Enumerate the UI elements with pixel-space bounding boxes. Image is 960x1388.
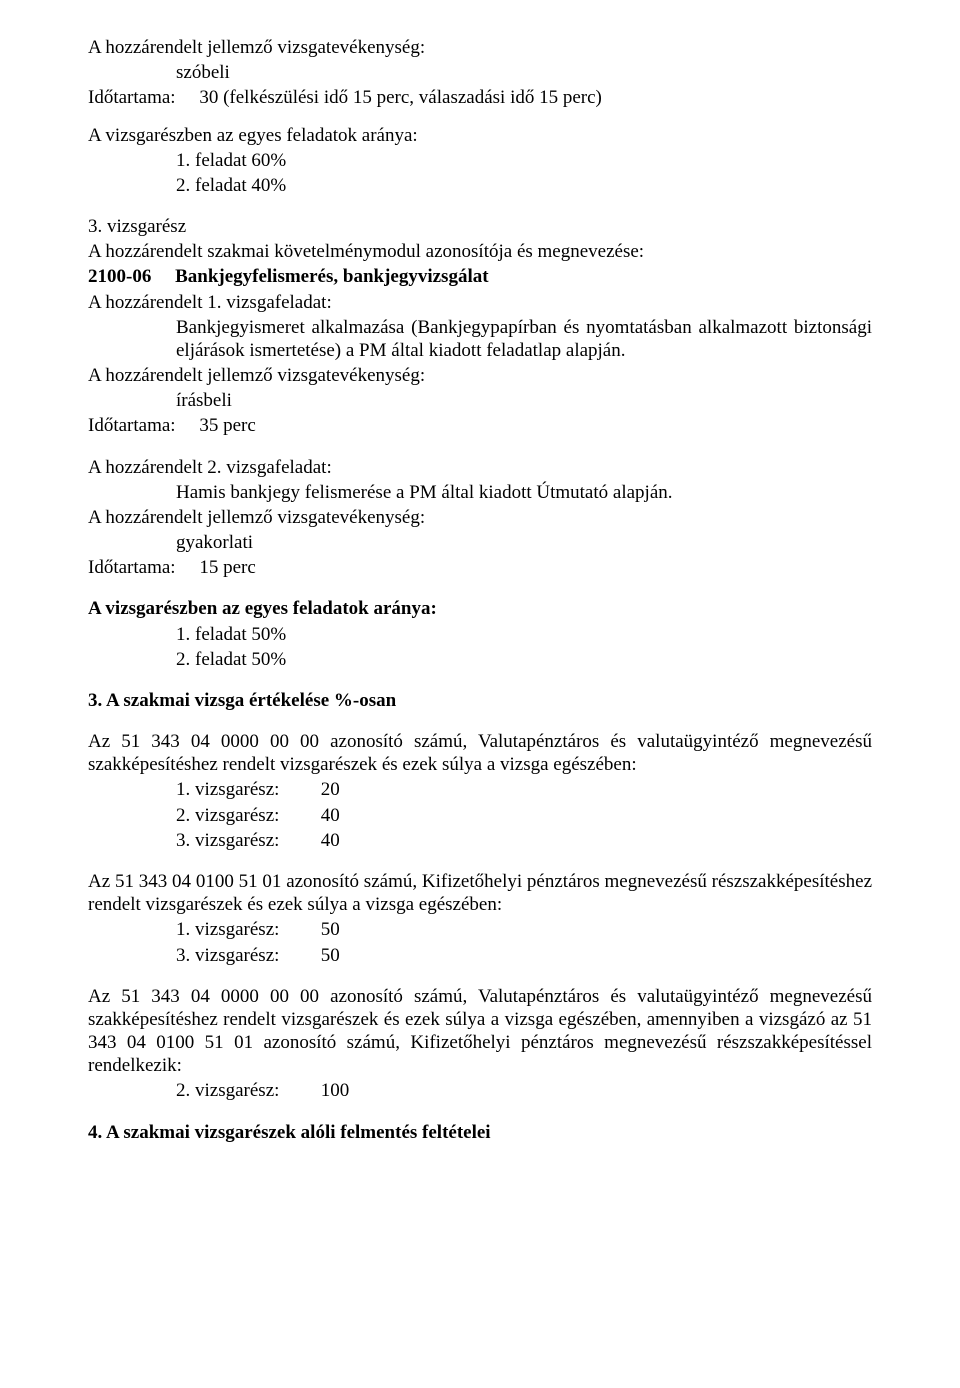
list-item: 1. vizsgarész: 50 (88, 918, 872, 941)
item-value: 40 (321, 830, 340, 851)
item-label: 3. vizsgarész: (176, 944, 316, 967)
list-item: 2. feladat 40% (88, 174, 872, 197)
duration-value: 30 (felkészülési idő 15 perc, válaszadás… (199, 87, 602, 108)
list-item: 2. feladat 50% (88, 648, 872, 671)
item-label: 3. vizsgarész: (176, 829, 316, 852)
item-value: 50 (321, 919, 340, 940)
item-label: 2. vizsgarész: (176, 804, 316, 827)
duration-line: Időtartama: 30 (felkészülési idő 15 perc… (88, 86, 872, 109)
list-item: 1. feladat 50% (88, 623, 872, 646)
text-paragraph: Az 51 343 04 0000 00 00 azonosító számú,… (88, 985, 872, 1078)
text-paragraph: Az 51 343 04 0000 00 00 azonosító számú,… (88, 730, 872, 776)
text-line: szóbeli (88, 61, 872, 84)
item-value: 100 (321, 1080, 350, 1101)
text-line: A hozzárendelt jellemző vizsgatevékenysé… (88, 36, 872, 59)
item-value: 20 (321, 779, 340, 800)
document-page: A hozzárendelt jellemző vizsgatevékenysé… (0, 0, 960, 1388)
duration-label: Időtartama: (88, 415, 176, 436)
list-item: 1. feladat 60% (88, 149, 872, 172)
module-title: Bankjegyfelismerés, bankjegyvizsgálat (175, 266, 488, 287)
module-line: 2100-06 Bankjegyfelismerés, bankjegyvizs… (88, 265, 872, 288)
text-line: gyakorlati (88, 531, 872, 554)
item-value: 40 (321, 805, 340, 826)
text-paragraph: Bankjegyismeret alkalmazása (Bankjegypap… (88, 316, 872, 362)
text-paragraph: Az 51 343 04 0100 51 01 azonosító számú,… (88, 870, 872, 916)
list-item: 3. vizsgarész: 50 (88, 944, 872, 967)
module-code: 2100-06 (88, 266, 151, 287)
section-heading: 4. A szakmai vizsgarészek alóli felmenté… (88, 1121, 872, 1144)
list-item: 2. vizsgarész: 100 (88, 1079, 872, 1102)
heading: A vizsgarészben az egyes feladatok arány… (88, 597, 872, 620)
list-item: 1. vizsgarész: 20 (88, 778, 872, 801)
list-item: 2. vizsgarész: 40 (88, 804, 872, 827)
duration-label: Időtartama: (88, 87, 176, 108)
section-heading: 3. A szakmai vizsga értékelése %-osan (88, 689, 872, 712)
duration-line: Időtartama: 15 perc (88, 556, 872, 579)
text-line: Hamis bankjegy felismerése a PM által ki… (88, 481, 872, 504)
duration-line: Időtartama: 35 perc (88, 414, 872, 437)
duration-label: Időtartama: (88, 557, 176, 578)
text-line: A vizsgarészben az egyes feladatok arány… (88, 124, 872, 147)
text-line: A hozzárendelt 2. vizsgafeladat: (88, 456, 872, 479)
duration-value: 15 perc (199, 557, 255, 578)
item-label: 2. vizsgarész: (176, 1079, 316, 1102)
text-line: A hozzárendelt jellemző vizsgatevékenysé… (88, 506, 872, 529)
text-line: 3. vizsgarész (88, 215, 872, 238)
duration-value: 35 perc (199, 415, 255, 436)
item-label: 1. vizsgarész: (176, 918, 316, 941)
text-line: A hozzárendelt 1. vizsgafeladat: (88, 291, 872, 314)
list-item: 3. vizsgarész: 40 (88, 829, 872, 852)
item-value: 50 (321, 945, 340, 966)
text-line: A hozzárendelt szakmai követelménymodul … (88, 240, 872, 263)
item-label: 1. vizsgarész: (176, 778, 316, 801)
text-line: írásbeli (88, 389, 872, 412)
text-line: A hozzárendelt jellemző vizsgatevékenysé… (88, 364, 872, 387)
